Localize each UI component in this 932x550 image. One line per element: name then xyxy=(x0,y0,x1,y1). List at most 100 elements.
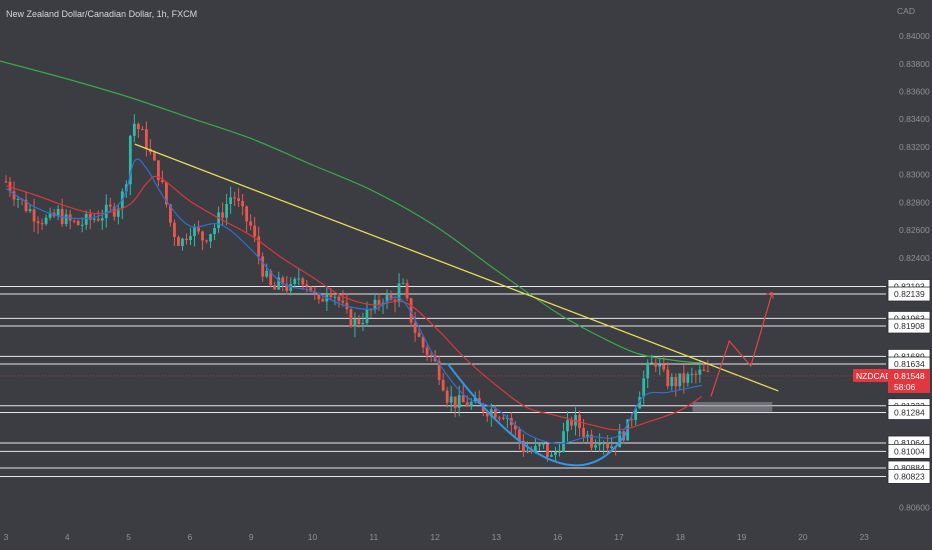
candle-body xyxy=(465,402,469,407)
x-tick-label: 23 xyxy=(859,532,869,542)
candle-body xyxy=(104,204,108,219)
y-tick-label: 0.83200 xyxy=(899,142,930,152)
candle-body xyxy=(670,376,674,387)
candle-body xyxy=(221,212,224,218)
candle-body xyxy=(88,213,92,220)
candle-body xyxy=(241,201,245,207)
candle-body xyxy=(662,364,666,370)
candle-body xyxy=(505,417,509,420)
support-zone xyxy=(692,402,773,412)
x-tick-label: 9 xyxy=(249,532,254,542)
level-label: 0.81689 xyxy=(894,351,925,361)
x-tick-label: 3 xyxy=(4,532,9,542)
candle-body xyxy=(417,332,421,337)
candle-body xyxy=(558,451,561,453)
level-label: 0.82139 xyxy=(894,289,925,299)
candle-body xyxy=(281,277,285,285)
candle-body xyxy=(337,296,341,301)
candle-body xyxy=(570,420,573,426)
x-tick-label: 6 xyxy=(188,532,193,542)
candle-body xyxy=(582,427,585,437)
time-axis[interactable]: 3 4 5 6 9 10 11 12 13 16 17 18 19 20 23 xyxy=(4,532,870,542)
candle-body xyxy=(16,198,20,200)
ticker-label: NZDCAD xyxy=(856,371,891,381)
x-tick-label: 11 xyxy=(369,532,378,542)
level-label: 0.81004 xyxy=(894,446,925,456)
candle-body xyxy=(694,373,698,375)
candle-body xyxy=(225,203,228,218)
candle-body xyxy=(349,309,353,327)
x-tick-label: 20 xyxy=(798,532,808,542)
candle-body xyxy=(453,396,457,408)
level-label-box xyxy=(887,469,931,484)
candle-body xyxy=(598,444,601,446)
level-label: 0.81284 xyxy=(894,408,925,418)
candle-body xyxy=(24,199,28,212)
price-tag xyxy=(888,368,930,393)
candle-body xyxy=(173,222,176,238)
candle-body xyxy=(193,227,196,237)
candle-body xyxy=(497,417,501,419)
candle-body xyxy=(501,417,505,420)
candle-body xyxy=(185,238,188,241)
y-tick-label: 0.82600 xyxy=(899,225,930,235)
candle-body xyxy=(329,293,333,298)
candle-body xyxy=(333,296,337,298)
x-tick-label: 18 xyxy=(676,532,686,542)
candle-body xyxy=(678,373,682,387)
candle-body xyxy=(92,218,96,220)
candle-body xyxy=(385,295,389,303)
candle-body xyxy=(233,197,237,199)
candle-body xyxy=(365,309,369,323)
candle-body xyxy=(437,361,441,380)
level-label-box xyxy=(887,286,931,302)
candle-body xyxy=(341,300,345,303)
candle-body xyxy=(289,284,293,292)
candle-body xyxy=(594,445,597,448)
candle-body xyxy=(706,370,710,372)
level-label: 0.82193 xyxy=(894,282,925,292)
candle-body xyxy=(413,322,417,333)
candle-body xyxy=(301,278,305,285)
y-tick-label: 0.83600 xyxy=(899,86,930,96)
candle-body xyxy=(666,369,670,387)
level-label: 0.81634 xyxy=(894,359,925,369)
candle-body xyxy=(369,309,373,311)
candle-body xyxy=(445,390,449,403)
candle-body xyxy=(606,443,610,449)
candle-body xyxy=(425,347,429,355)
projection-arrow-head xyxy=(766,291,774,299)
ticker-tag xyxy=(853,368,888,382)
candle-body xyxy=(136,123,140,130)
candle-body xyxy=(461,395,465,403)
y-tick-label: 0.80600 xyxy=(899,502,930,512)
candle-body xyxy=(485,412,489,417)
x-tick-label: 10 xyxy=(308,532,318,542)
candle-body xyxy=(658,364,662,367)
candle-body xyxy=(257,236,261,257)
candle-body xyxy=(542,443,545,445)
candle-body xyxy=(32,209,36,222)
y-tick-label: 0.82800 xyxy=(899,197,930,207)
horizontal-levels xyxy=(0,286,886,477)
candle-body xyxy=(534,445,537,452)
price-axis[interactable]: CAD 0.84000 0.83800 0.83600 0.83400 0.83200 0.… xyxy=(887,6,931,512)
candle-body xyxy=(517,429,521,441)
candle-body xyxy=(654,362,658,367)
candle-body xyxy=(602,443,606,445)
level-label-box xyxy=(887,405,931,420)
candle-body xyxy=(317,293,321,300)
moving-averages xyxy=(0,60,703,445)
candle-body xyxy=(610,446,614,449)
candle-body xyxy=(634,408,638,420)
candle-body xyxy=(4,181,8,183)
candle-body xyxy=(269,270,273,286)
candle-body xyxy=(590,434,593,448)
candle-body xyxy=(116,208,120,217)
candle-body xyxy=(521,440,525,453)
level-label: 0.81064 xyxy=(894,438,925,448)
candle-body xyxy=(157,160,160,181)
candle-body xyxy=(76,220,80,226)
candle-body xyxy=(698,369,702,375)
